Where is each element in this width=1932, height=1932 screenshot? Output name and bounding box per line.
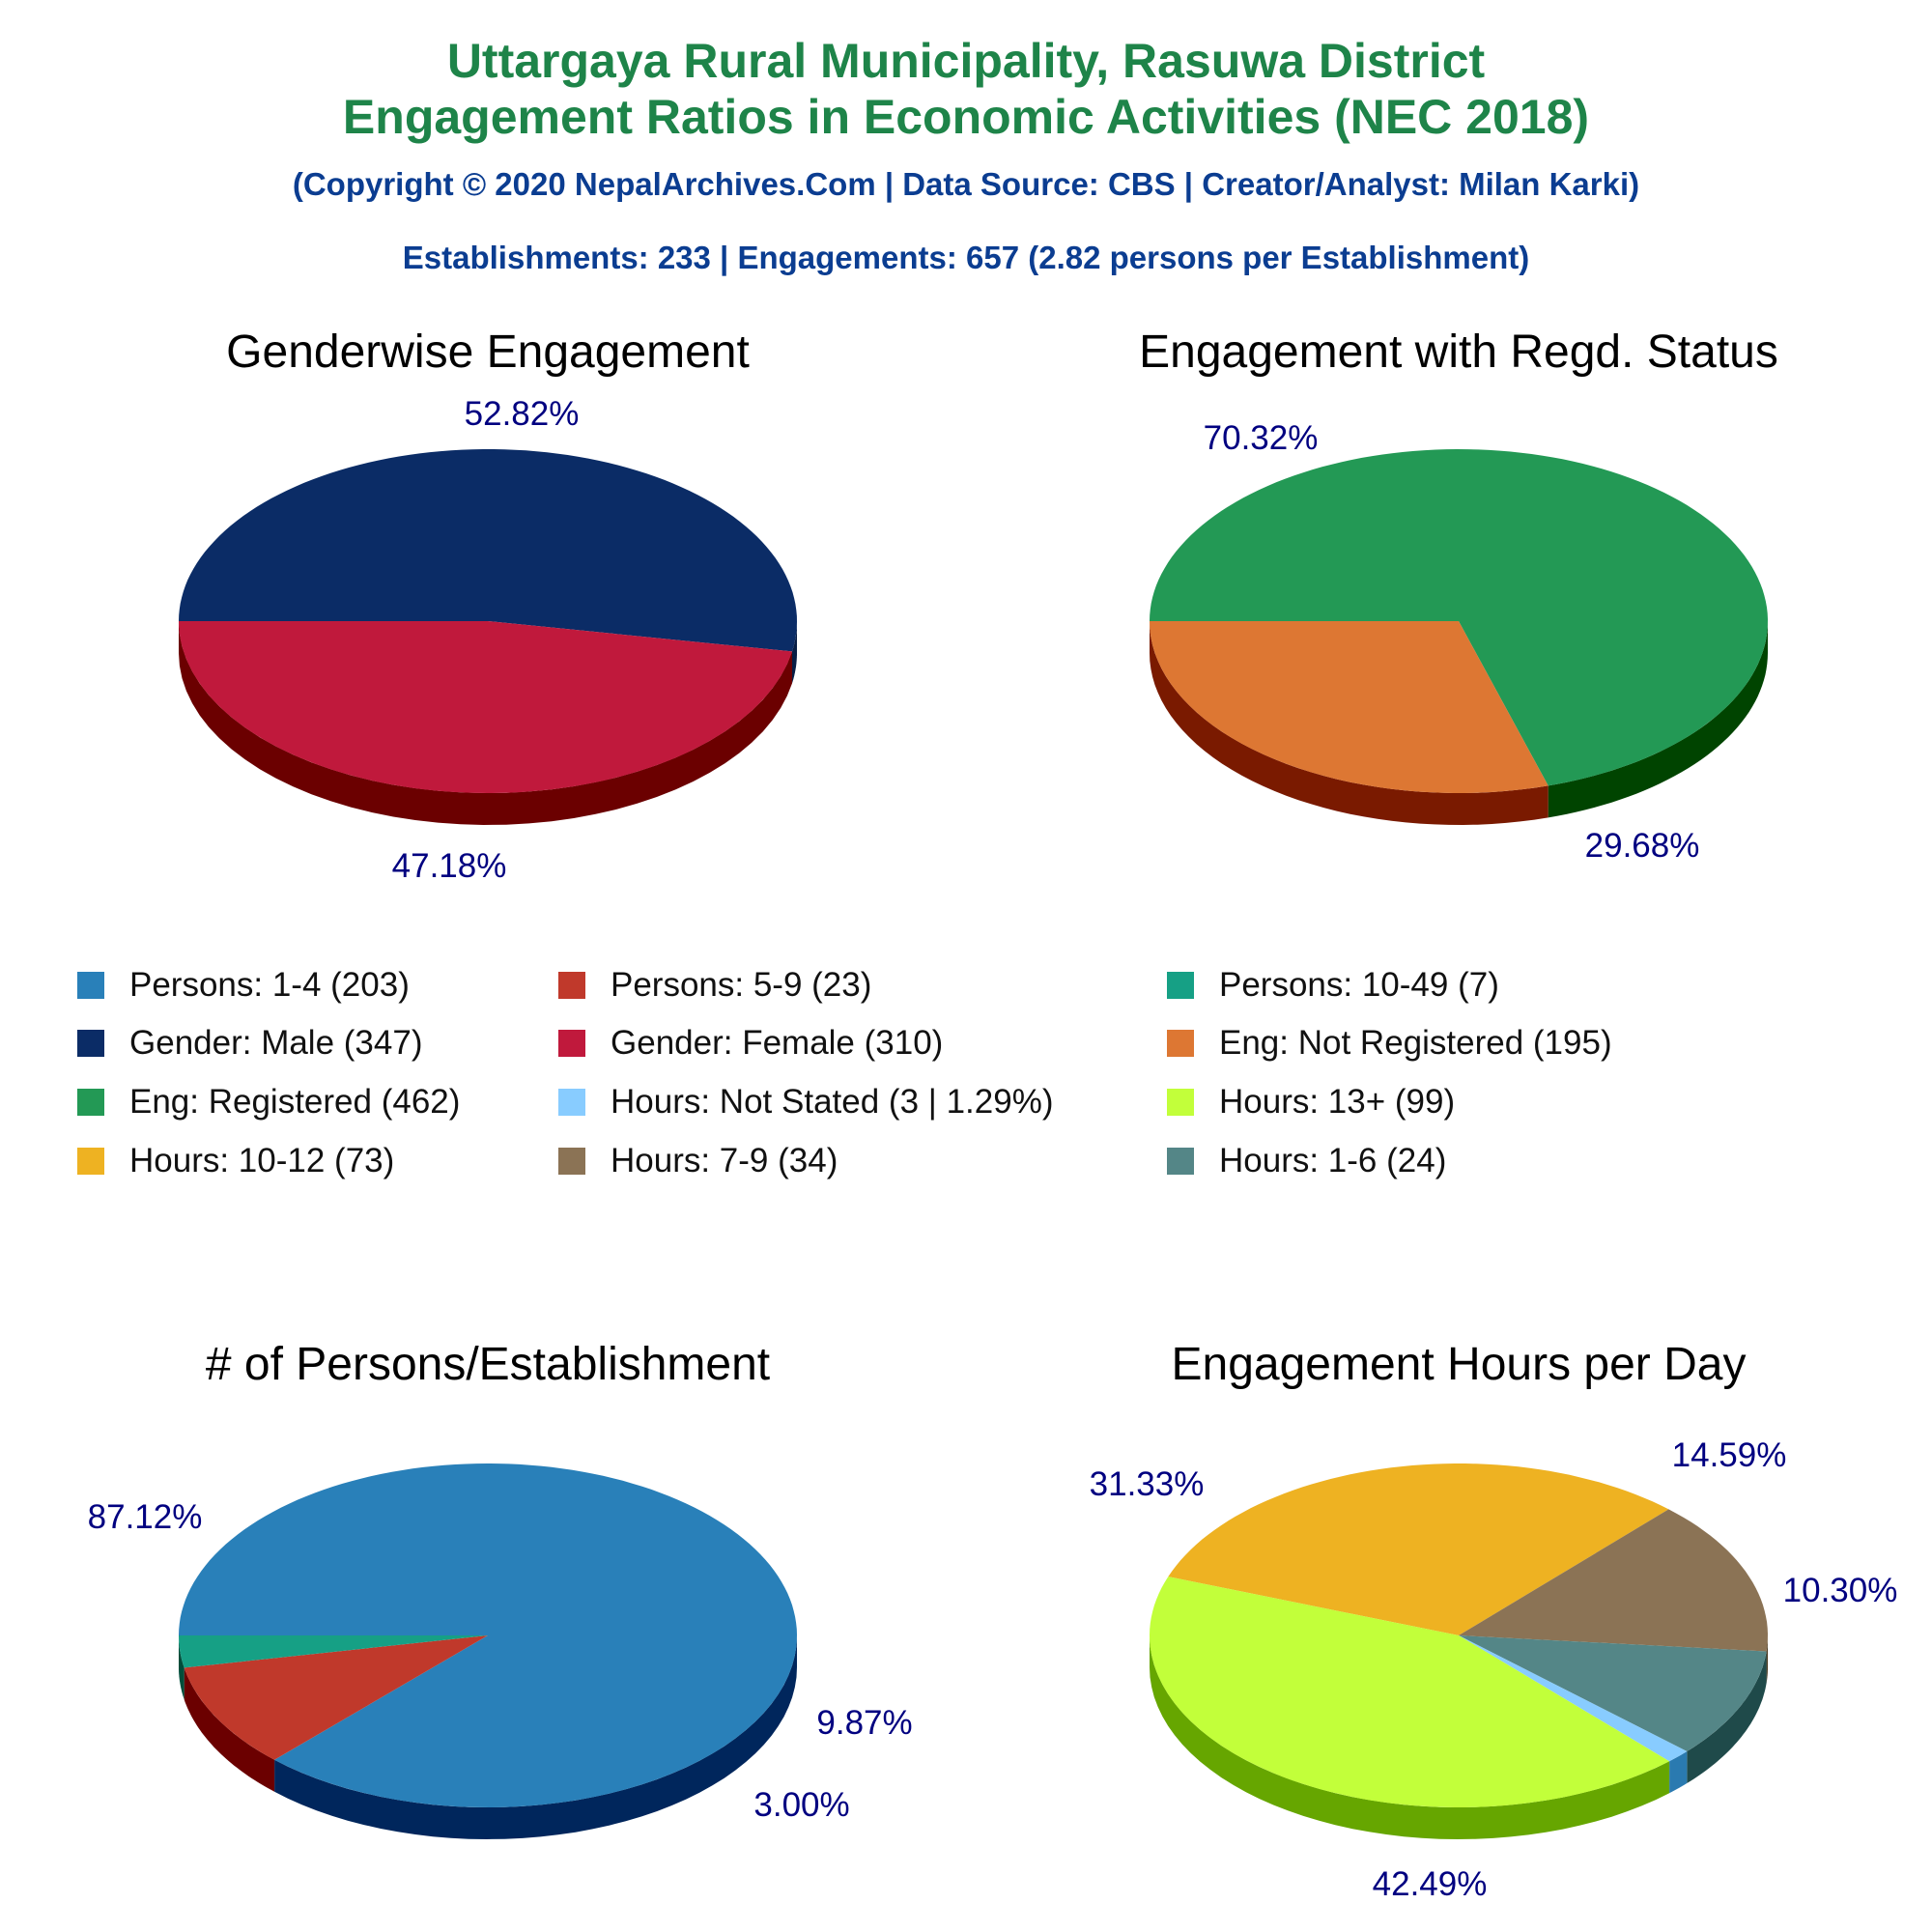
legend-label: Hours: Not Stated (3 | 1.29%) [611,1083,1054,1121]
pie-value-label-hours-7-9: 14.59% [1672,1436,1787,1474]
pie-value-label-gender-female: 47.18% [392,847,507,885]
legend-label: Hours: 13+ (99) [1219,1083,1456,1121]
pie-value-label-persons-10-49: 3.00% [753,1786,849,1824]
legend-item-hours-not-stated: Hours: Not Stated (3 | 1.29%) [558,1083,1053,1122]
pie-slice-persons-5-9 [184,1635,488,1760]
pie-slice-eng-registered [1150,449,1768,786]
legend-label: Gender: Male (347) [129,1024,423,1062]
legend-swatch [77,1089,104,1116]
pie-side-persons-1-4 [274,1635,798,1839]
pie-side-persons-5-9 [184,1667,275,1792]
pie-side-hours-7-9 [1766,1635,1768,1684]
legend-item-persons-1-4: Persons: 1-4 (203) [77,966,410,1005]
legend-item-eng-not-registered: Eng: Not Registered (195) [1167,1024,1612,1063]
legend-item-hours-13-plus: Hours: 13+ (99) [1167,1083,1455,1122]
pie-value-label-eng-registered: 70.32% [1204,419,1319,457]
pie-side-persons-10-49 [179,1635,185,1700]
pie-chart-genderwise-engagement: Genderwise Engagement 52.82% 47.18% [179,327,797,885]
pie-title: Engagement with Regd. Status [1139,327,1778,378]
legend-label: Persons: 1-4 (203) [129,966,410,1004]
legend: Persons: 1-4 (203) Persons: 5-9 (23) Per… [0,966,1932,1198]
legend-item-gender-female: Gender: Female (310) [558,1024,943,1063]
legend-label: Hours: 7-9 (34) [611,1142,838,1179]
legend-swatch [558,1089,585,1116]
pie-side-eng-registered [1548,621,1768,818]
legend-item-gender-male: Gender: Male (347) [77,1024,422,1063]
pie-side-hours-13 [1150,1635,1670,1839]
pie-value-label-hours-1-6: 10.30% [1783,1572,1898,1609]
chart-title-line-2: Engagement Ratios in Economic Activities… [342,90,1590,144]
pie-side-eng-not-registered [1150,621,1548,825]
legend-item-persons-10-49: Persons: 10-49 (7) [1167,966,1499,1005]
legend-swatch [1167,972,1194,999]
pie-side-walls [179,621,797,825]
legend-swatch [77,972,104,999]
legend-item-persons-5-9: Persons: 5-9 (23) [558,966,871,1005]
legend-swatch [1167,1030,1194,1057]
pie-side-gender-female [179,621,792,825]
legend-swatch [558,972,585,999]
pie-title: # of Persons/Establishment [206,1339,770,1390]
pie-value-label-persons-5-9: 9.87% [816,1704,912,1742]
pie-value-label-persons-1-4: 87.12% [88,1498,203,1536]
legend-label: Eng: Not Registered (195) [1219,1024,1612,1062]
pie-slice-hours-13 [1150,1577,1670,1807]
legend-swatch [1167,1148,1194,1175]
pie-slice-gender-male [179,449,797,652]
pie-slice-hours-7-9 [1459,1509,1768,1652]
establishment-summary: Establishments: 233 | Engagements: 657 (… [402,240,1530,275]
chart-title-line-1: Uttargaya Rural Municipality, Rasuwa Dis… [446,34,1486,88]
pie-side-walls [1150,1635,1768,1839]
legend-item-eng-registered: Eng: Registered (462) [77,1083,460,1122]
legend-label: Gender: Female (310) [611,1024,944,1062]
legend-swatch [77,1148,104,1175]
legend-label: Persons: 10-49 (7) [1219,966,1499,1004]
pie-title: Genderwise Engagement [226,327,750,378]
pie-value-label-gender-male: 52.82% [465,395,580,433]
pie-chart-engagement-with-regd-status: Engagement with Regd. Status 70.32% 29.68% [1139,327,1778,865]
legend-swatch [1167,1089,1194,1116]
pie-side-walls [179,1635,798,1839]
copyright-subtitle: (Copyright © 2020 NepalArchives.Com | Da… [292,166,1640,202]
pie-value-label-eng-not-registered: 29.68% [1585,827,1700,865]
legend-item-hours-7-9: Hours: 7-9 (34) [558,1142,838,1180]
legend-item-hours-10-12: Hours: 10-12 (73) [77,1142,394,1180]
legend-label: Persons: 5-9 (23) [611,966,872,1004]
legend-label: Hours: 1-6 (24) [1219,1142,1447,1179]
pie-chart-engagement-hours-per-day: Engagement Hours per Day 31.33% 14.59% 10.3… [1090,1339,1898,1903]
pie-chart-of-persons-establishment: # of Persons/Establishment 87.12% 9.87% 3.0… [88,1339,913,1839]
pie-side-walls [1150,621,1768,825]
pie-value-label-hours-10-12: 31.33% [1090,1465,1205,1503]
legend-item-hours-1-6: Hours: 1-6 (24) [1167,1142,1446,1180]
pie-title: Engagement Hours per Day [1172,1339,1747,1390]
pie-side-hours-1-6 [1687,1651,1767,1783]
legend-swatch [558,1148,585,1175]
pie-side-gender-male [792,621,797,684]
legend-swatch [558,1030,585,1057]
pie-slice-eng-not-registered [1150,621,1548,793]
legend-swatch [77,1030,104,1057]
pie-slice-gender-female [179,621,792,793]
legend-label: Hours: 10-12 (73) [129,1142,395,1179]
pie-slice-persons-10-49 [179,1635,488,1668]
pie-side-hours-not-stated [1669,1751,1688,1794]
pie-value-label-hours-13: 42.49% [1373,1865,1488,1903]
pie-slice-hours-1-6 [1459,1635,1767,1751]
pie-slice-hours-not-stated [1459,1635,1688,1762]
legend-label: Eng: Registered (462) [129,1083,461,1121]
pie-slice-hours-10-12 [1168,1463,1669,1635]
